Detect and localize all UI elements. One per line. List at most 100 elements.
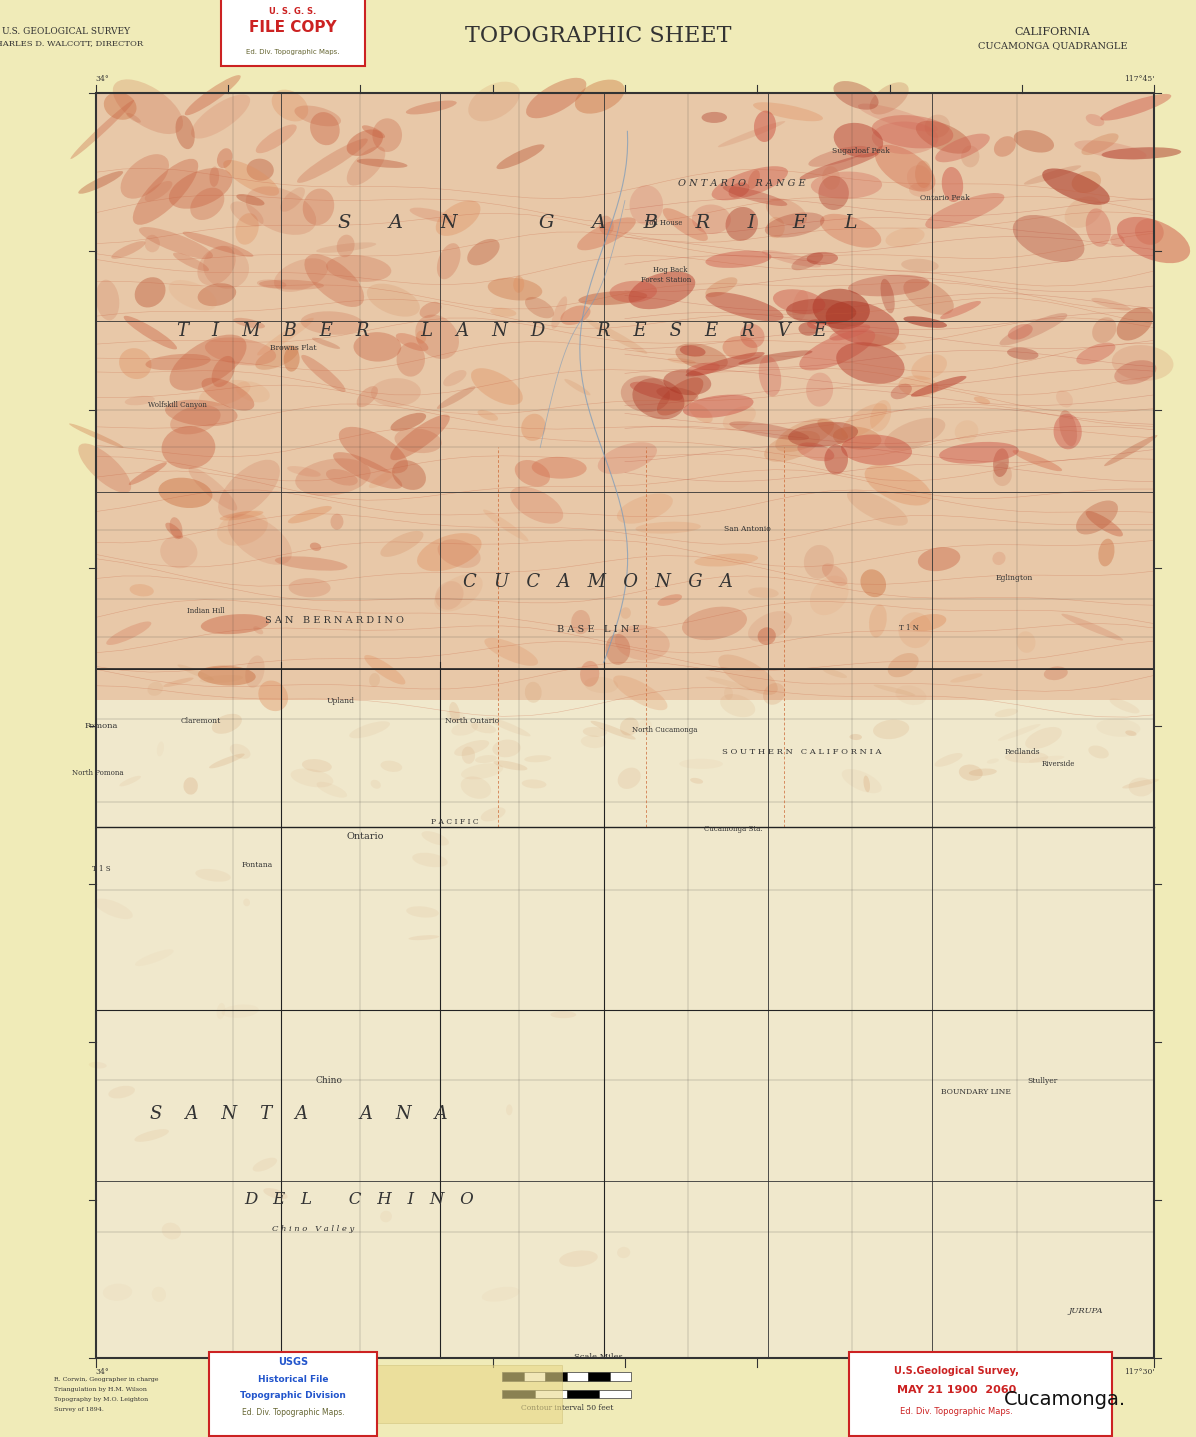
Ellipse shape [104,92,136,119]
Ellipse shape [763,683,785,704]
Ellipse shape [786,299,856,325]
Ellipse shape [683,395,753,418]
Ellipse shape [71,101,134,160]
Ellipse shape [690,777,703,783]
Ellipse shape [212,356,236,387]
Ellipse shape [254,627,263,634]
Ellipse shape [121,154,169,198]
Ellipse shape [371,780,380,789]
Ellipse shape [753,102,823,121]
Ellipse shape [139,227,213,259]
Ellipse shape [860,569,886,598]
Ellipse shape [1117,217,1190,263]
Ellipse shape [420,302,441,318]
Ellipse shape [471,368,523,405]
Text: Survey of 1894.: Survey of 1894. [54,1407,104,1413]
Ellipse shape [832,427,881,450]
Bar [535,1390,567,1398]
Ellipse shape [962,145,980,167]
Ellipse shape [811,171,883,198]
Text: FILE COPY: FILE COPY [249,20,337,34]
Ellipse shape [129,583,154,596]
Ellipse shape [825,300,899,346]
Text: Upland: Upland [327,697,355,706]
Ellipse shape [349,721,390,739]
Ellipse shape [460,776,492,799]
Ellipse shape [236,381,270,402]
Text: Chino: Chino [316,1076,342,1085]
Ellipse shape [295,458,371,496]
Bar [567,1390,599,1398]
Ellipse shape [396,333,428,351]
Ellipse shape [271,89,309,122]
Ellipse shape [997,724,1041,740]
Ellipse shape [275,556,348,570]
Ellipse shape [368,470,395,489]
Ellipse shape [798,443,835,461]
Ellipse shape [880,279,895,313]
Ellipse shape [629,185,663,224]
Ellipse shape [788,422,858,447]
Ellipse shape [106,621,152,645]
Ellipse shape [444,371,466,387]
Bar [567,1372,588,1381]
Ellipse shape [356,158,408,168]
Ellipse shape [263,1188,287,1200]
Ellipse shape [873,720,909,739]
Text: JURUPA: JURUPA [1069,1306,1103,1315]
Ellipse shape [695,553,758,566]
Ellipse shape [1024,165,1081,185]
Ellipse shape [987,759,999,763]
Ellipse shape [184,75,240,115]
Text: B A S E   L I N E: B A S E L I N E [557,625,639,634]
Text: CUCAMONGA QUADRANGLE: CUCAMONGA QUADRANGLE [978,42,1127,50]
Text: Ed. Div. Topographic Maps.: Ed. Div. Topographic Maps. [901,1407,1013,1415]
Ellipse shape [836,342,904,384]
Ellipse shape [939,441,1019,464]
Ellipse shape [829,325,871,341]
Text: Forest Station: Forest Station [641,276,691,285]
Ellipse shape [682,606,748,639]
Ellipse shape [78,444,132,493]
Ellipse shape [1042,168,1110,205]
Ellipse shape [120,776,141,786]
Ellipse shape [792,253,823,270]
Ellipse shape [170,335,246,391]
Ellipse shape [582,727,608,737]
Ellipse shape [303,188,334,226]
Ellipse shape [767,217,785,239]
Ellipse shape [69,424,123,448]
Ellipse shape [687,362,720,375]
Text: Claremont: Claremont [181,717,221,726]
Ellipse shape [300,312,364,335]
Ellipse shape [1129,777,1153,796]
Ellipse shape [633,378,684,420]
Bar [96,93,1154,700]
Ellipse shape [578,217,636,250]
Ellipse shape [762,250,822,267]
Text: Eglington: Eglington [995,573,1033,582]
Ellipse shape [869,82,909,115]
Ellipse shape [446,711,466,723]
Ellipse shape [834,80,879,109]
Ellipse shape [663,208,708,241]
Text: TOPOGRAPHIC SHEET: TOPOGRAPHIC SHEET [465,24,731,47]
Ellipse shape [120,348,152,379]
Text: Redlands: Redlands [1005,747,1041,756]
Text: Toll House: Toll House [645,218,683,227]
Bar [545,1372,567,1381]
Ellipse shape [1086,114,1104,126]
Text: Fontana: Fontana [242,861,273,869]
Ellipse shape [78,171,123,194]
Ellipse shape [579,290,647,305]
Ellipse shape [869,604,886,638]
Text: 34°: 34° [96,1368,109,1377]
Ellipse shape [521,779,547,789]
Text: Contour interval 50 feet: Contour interval 50 feet [520,1404,614,1413]
Ellipse shape [1098,539,1115,566]
Ellipse shape [885,227,925,247]
Bar [599,1390,631,1398]
Ellipse shape [630,382,683,401]
Ellipse shape [201,378,255,411]
Ellipse shape [917,547,960,570]
